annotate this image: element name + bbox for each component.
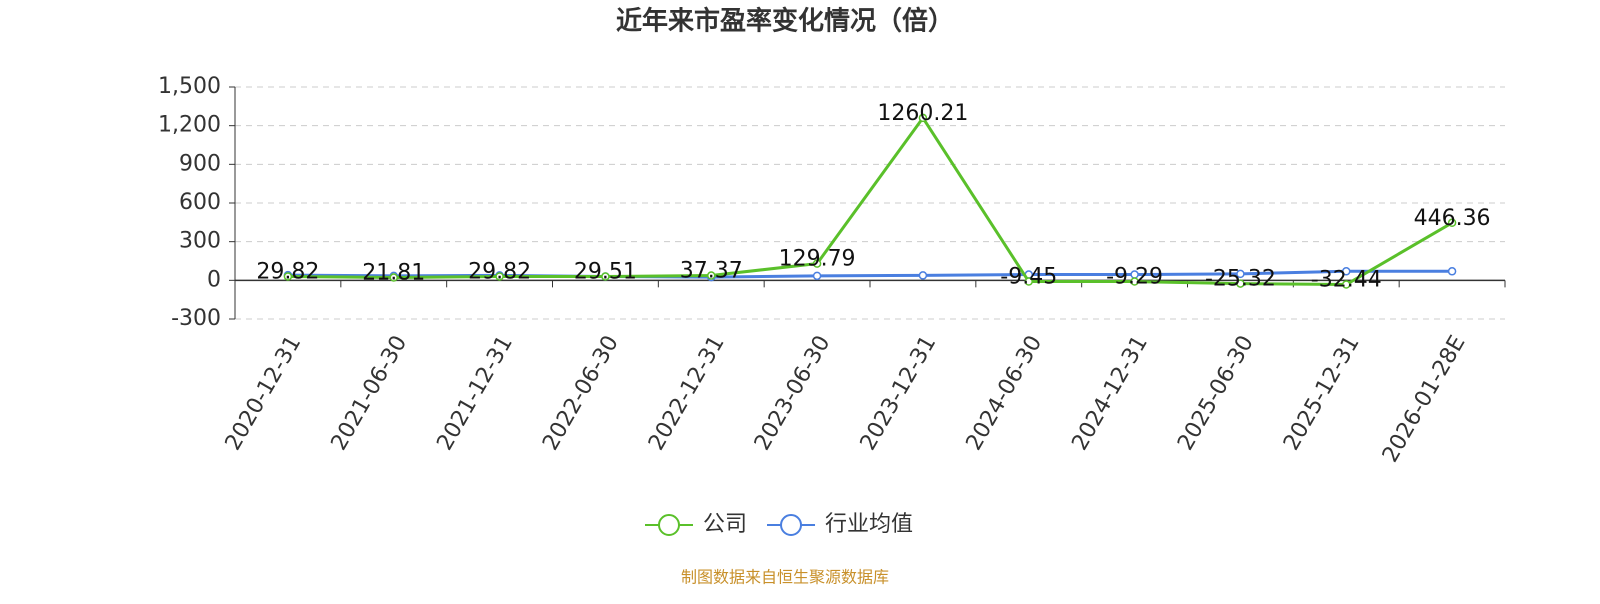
point-marker <box>1024 277 1033 286</box>
point-marker <box>1130 277 1139 286</box>
point-marker <box>707 271 716 280</box>
legend-item: 公司 <box>645 512 747 537</box>
x-tick-label: 2023-12-31 <box>856 332 942 455</box>
y-tick-label: 900 <box>179 151 221 176</box>
data-label: 29.82 <box>468 259 531 284</box>
legend-marker <box>658 514 680 536</box>
data-label: 1260.21 <box>877 101 968 126</box>
point-marker <box>495 272 504 281</box>
x-tick-label: 2025-06-30 <box>1173 332 1259 455</box>
chart-title: 近年来市盈率变化情况（倍） <box>616 6 954 37</box>
y-tick-label: -300 <box>171 306 221 331</box>
x-tick-label: 2020-12-31 <box>221 332 307 455</box>
source-note: 制图数据来自恒生聚源数据库 <box>681 568 889 587</box>
point-marker <box>1236 269 1245 279</box>
legend-item: 行业均值 <box>767 512 913 537</box>
x-tick-label: 2022-12-31 <box>644 332 730 455</box>
x-tick-label: 2025-12-31 <box>1279 332 1365 455</box>
point-marker <box>812 271 822 281</box>
point-marker <box>1447 218 1457 228</box>
point-marker <box>1342 267 1351 276</box>
data-label: -32.44 <box>1311 268 1382 293</box>
point-marker <box>1236 279 1245 288</box>
point-marker <box>601 272 610 281</box>
point-marker <box>389 273 398 282</box>
data-label: 21.81 <box>362 261 425 286</box>
data-label: 37.37 <box>680 259 743 284</box>
y-tick-label: 1,500 <box>158 74 221 99</box>
point-marker <box>283 272 293 281</box>
y-tick-label: 300 <box>179 229 221 254</box>
series-line <box>287 115 1453 287</box>
point-marker <box>1342 280 1351 289</box>
x-tick-label: 2022-06-30 <box>538 332 624 455</box>
data-label: 29.51 <box>574 260 637 285</box>
y-tick-label: 1,200 <box>158 113 221 138</box>
data-label: 29.82 <box>256 259 319 284</box>
y-tick-label: 600 <box>179 190 221 215</box>
data-label: 446.36 <box>1414 206 1491 231</box>
point-marker <box>918 113 928 123</box>
data-label: 129.79 <box>779 247 856 272</box>
data-label: -25.32 <box>1205 267 1276 292</box>
data-label: -9.45 <box>1000 265 1057 290</box>
x-tick-label: 2024-12-31 <box>1067 332 1153 455</box>
legend-marker <box>780 514 803 536</box>
point-marker <box>812 259 822 268</box>
x-tick-label: 2026-01-28E <box>1378 332 1471 467</box>
legend-label: 公司 <box>703 512 747 537</box>
x-tick-label: 2024-06-30 <box>962 332 1048 455</box>
y-tick-label: 0 <box>207 267 221 292</box>
data-label: -9.29 <box>1106 265 1163 290</box>
legend-label: 行业均值 <box>825 512 913 537</box>
point-marker <box>918 271 928 280</box>
x-tick-label: 2021-12-31 <box>432 332 518 455</box>
x-tick-label: 2021-06-30 <box>327 332 413 455</box>
point-marker <box>1447 267 1457 276</box>
x-tick-label: 2023-06-30 <box>750 332 836 455</box>
